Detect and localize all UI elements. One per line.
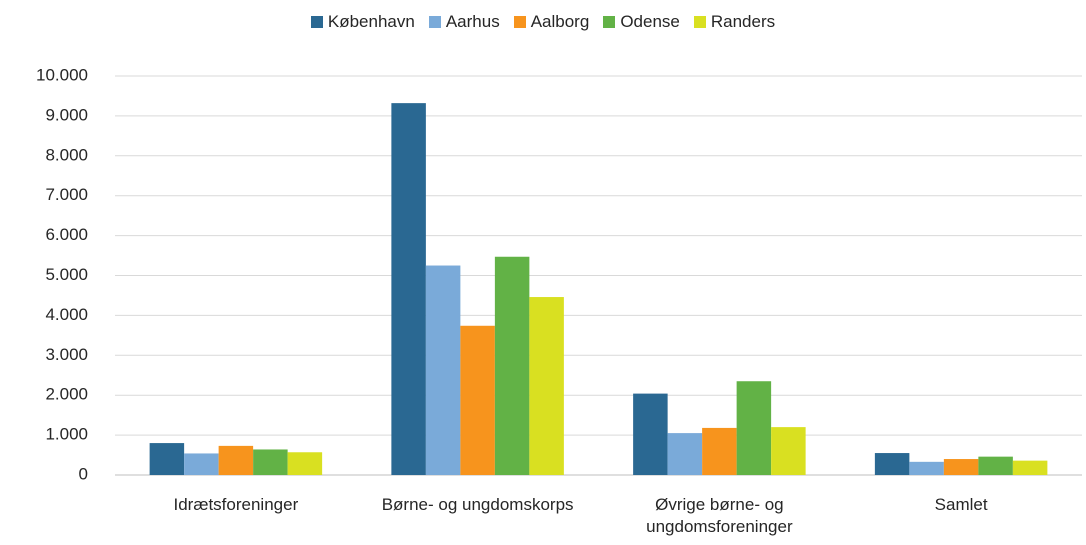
y-tick-label: 8.000 bbox=[45, 145, 88, 164]
legend-swatch bbox=[603, 16, 616, 28]
y-tick-label: 7.000 bbox=[45, 185, 88, 204]
x-tick-label: Samlet bbox=[934, 495, 988, 514]
y-tick-label: 4.000 bbox=[45, 305, 88, 324]
legend-item: Aarhus bbox=[428, 12, 500, 32]
x-tick-label: Børne- og ungdomskorps bbox=[381, 495, 574, 514]
bar bbox=[218, 445, 254, 475]
bar bbox=[909, 461, 944, 475]
bar bbox=[736, 381, 772, 475]
x-tick-label: Øvrige børne- og ungdomsforeninger bbox=[646, 495, 793, 536]
legend-swatch bbox=[310, 16, 323, 28]
y-tick-label: 0 bbox=[79, 464, 88, 483]
legend-swatch bbox=[513, 16, 526, 28]
legend-label: Odense bbox=[620, 12, 680, 31]
legend-label: København bbox=[327, 12, 415, 31]
legend-item: Randers bbox=[693, 12, 776, 32]
legend-swatch bbox=[693, 16, 706, 28]
bar bbox=[874, 453, 910, 475]
bar bbox=[184, 453, 219, 475]
bar bbox=[253, 449, 288, 475]
bar bbox=[149, 443, 185, 475]
y-tick-label: 3.000 bbox=[45, 345, 88, 364]
legend-item: Aalborg bbox=[513, 12, 590, 32]
y-tick-label: 9.000 bbox=[45, 105, 88, 124]
bar bbox=[460, 325, 495, 475]
bar bbox=[702, 427, 737, 475]
legend-label: Randers bbox=[710, 12, 776, 31]
legend-item: Odense bbox=[603, 12, 680, 32]
legend-label: Aarhus bbox=[445, 12, 500, 31]
y-tick-label: 5.000 bbox=[45, 265, 88, 284]
y-tick-label: 10.000 bbox=[36, 65, 88, 84]
legend-swatch bbox=[428, 16, 441, 28]
y-tick-label: 1.000 bbox=[45, 425, 88, 444]
bar bbox=[494, 256, 530, 475]
bar bbox=[529, 297, 564, 475]
bar bbox=[978, 456, 1013, 475]
legend-label: Aalborg bbox=[530, 12, 590, 31]
bar bbox=[771, 427, 806, 475]
bar bbox=[391, 103, 426, 475]
x-tick-label: Idrætsforeninger bbox=[173, 495, 299, 514]
legend: København Aarhus Aalborg Odense Randers bbox=[0, 12, 1086, 32]
bar bbox=[425, 265, 461, 475]
bar bbox=[1012, 460, 1048, 475]
legend-item: København bbox=[310, 12, 415, 32]
bar bbox=[633, 393, 668, 475]
y-tick-label: 2.000 bbox=[45, 385, 88, 404]
y-tick-label: 6.000 bbox=[45, 225, 88, 244]
bar bbox=[943, 459, 979, 475]
bar bbox=[667, 433, 703, 475]
bar bbox=[287, 452, 323, 475]
